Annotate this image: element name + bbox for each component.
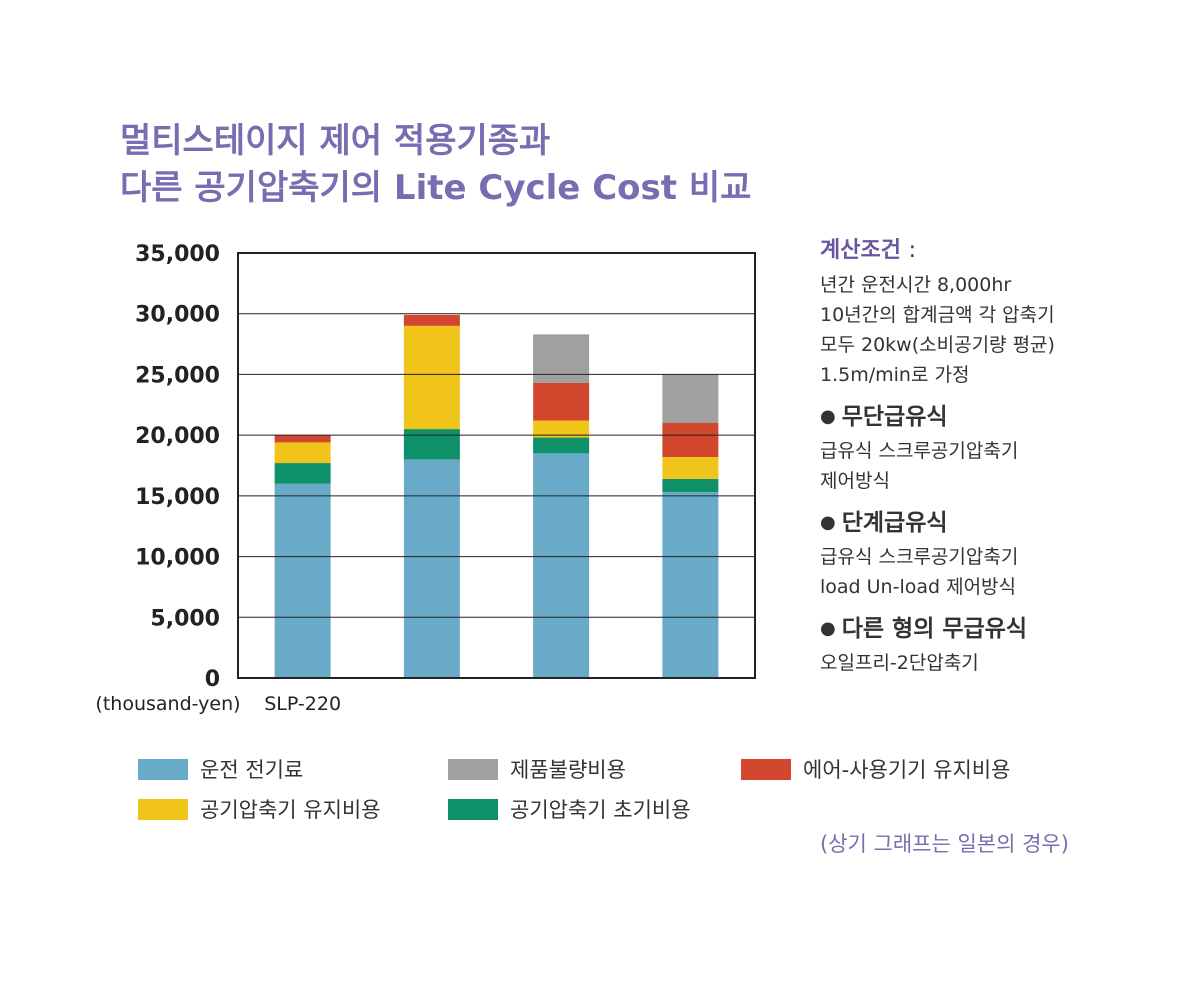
footnote: (상기 그래프는 일본의 경우) — [820, 832, 1069, 856]
method-description: 급유식 스크루공기압축기 — [820, 546, 1019, 568]
y-tick-label: 35,000 — [135, 242, 220, 267]
legend-item-electricity: 운전 전기료 — [138, 754, 303, 784]
y-tick-label: 25,000 — [135, 363, 220, 388]
condition-line: 10년간의 합계금액 각 압축기 — [820, 304, 1055, 326]
bar-segment-compressor-initial — [662, 478, 719, 493]
condition-line: 모두 20kw(소비공기량 평균) — [820, 334, 1055, 356]
bar-segment-compressor-initial — [274, 463, 331, 484]
legend-item-air-equipment: 에어-사용기기 유지비용 — [741, 754, 1010, 784]
method-name: 단계급유식 — [841, 510, 948, 536]
bar-segment-compressor-initial — [533, 437, 590, 454]
method-name: 무단급유식 — [841, 404, 948, 430]
plot-frame — [237, 252, 756, 679]
title-line-2: 다른 공기압축기의 Lite Cycle Cost 비교 — [120, 168, 752, 208]
method-name: 다른 형의 무급유식 — [841, 616, 1028, 642]
bar-segment-compressor-maintenance — [403, 325, 460, 430]
bar-segment-electricity — [403, 459, 460, 678]
y-tick-label: 15,000 — [135, 485, 220, 510]
y-tick-label: 0 — [205, 667, 220, 692]
legend-swatch — [448, 758, 498, 780]
bullet-icon: ● — [820, 406, 836, 427]
bar-segment-compressor-maintenance — [274, 442, 331, 464]
bar-segment-defect — [533, 334, 590, 383]
legend-label: 제품불량비용 — [510, 758, 626, 782]
bar-segment-electricity — [274, 483, 331, 678]
y-tick-label: 5,000 — [150, 606, 220, 631]
y-tick-label: 10,000 — [135, 546, 220, 571]
bar-segment-air-equipment — [403, 314, 460, 326]
y-tick-label: 20,000 — [135, 424, 220, 449]
chart-legend: 운전 전기료 제품불량비용 에어-사용기기 유지비용 공기압축기 유지비용 공기… — [138, 754, 1138, 834]
condition-line: 년간 운전시간 8,000hr — [820, 274, 1012, 296]
bullet-icon: ● — [820, 512, 836, 533]
legend-label: 공기압축기 유지비용 — [200, 798, 381, 822]
legend-item-compressor-maintenance: 공기압축기 유지비용 — [138, 794, 381, 824]
stacked-bar-chart: SLP-220 0 5,000 10,000 15,000 20,000 25,000 30,… — [95, 242, 756, 715]
bar-segment-compressor-maintenance — [662, 457, 719, 479]
bar-segment-air-equipment — [274, 435, 331, 443]
method-description: load Un-load 제어방식 — [820, 576, 1017, 598]
legend-swatch — [741, 758, 791, 780]
legend-swatch — [138, 758, 188, 780]
method-description: 급유식 스크루공기압축기 — [820, 440, 1019, 462]
method-description: 오일프리-2단압축기 — [820, 652, 979, 674]
bar-segment-air-equipment — [533, 382, 590, 421]
x-tick-label: SLP-220 — [264, 693, 341, 715]
conditions-title: 계산조건 : — [820, 232, 1180, 264]
bar-segment-defect — [662, 374, 719, 423]
conditions-title-colon: : — [908, 238, 917, 263]
title-line-1: 멀티스테이지 제어 적용기종과 — [120, 121, 551, 161]
legend-swatch — [448, 798, 498, 820]
bar-segment-electricity — [662, 492, 719, 678]
bullet-icon: ● — [820, 618, 836, 639]
legend-swatch — [138, 798, 188, 820]
y-tick-label: 30,000 — [135, 303, 220, 328]
legend-label: 에어-사용기기 유지비용 — [803, 758, 1011, 782]
method-heading: ● 다른 형의 무급유식 — [820, 612, 1180, 648]
method-heading: ● 단계급유식 — [820, 506, 1180, 542]
method-heading: ● 무단급유식 — [820, 400, 1180, 436]
bar-segment-air-equipment — [662, 423, 719, 457]
bar-segment-electricity — [533, 453, 590, 678]
page-title: 멀티스테이지 제어 적용기종과 다른 공기압축기의 Lite Cycle Cos… — [120, 118, 751, 212]
legend-label: 공기압축기 초기비용 — [510, 798, 691, 822]
method-description: 제어방식 — [820, 470, 890, 492]
legend-item-compressor-initial: 공기압축기 초기비용 — [448, 794, 691, 824]
legend-item-defect: 제품불량비용 — [448, 754, 626, 784]
conditions-title-text: 계산조건 — [820, 238, 901, 263]
condition-line: 1.5m/min로 가정 — [820, 364, 970, 386]
legend-label: 운전 전기료 — [200, 758, 304, 782]
calculation-conditions: 계산조건 : 년간 운전시간 8,000hr 10년간의 합계금액 각 압축기 … — [820, 232, 1180, 678]
bar-segment-compressor-maintenance — [533, 420, 590, 438]
y-axis-unit-label: (thousand-yen) — [95, 693, 240, 715]
bar-segment-compressor-initial — [403, 429, 460, 460]
